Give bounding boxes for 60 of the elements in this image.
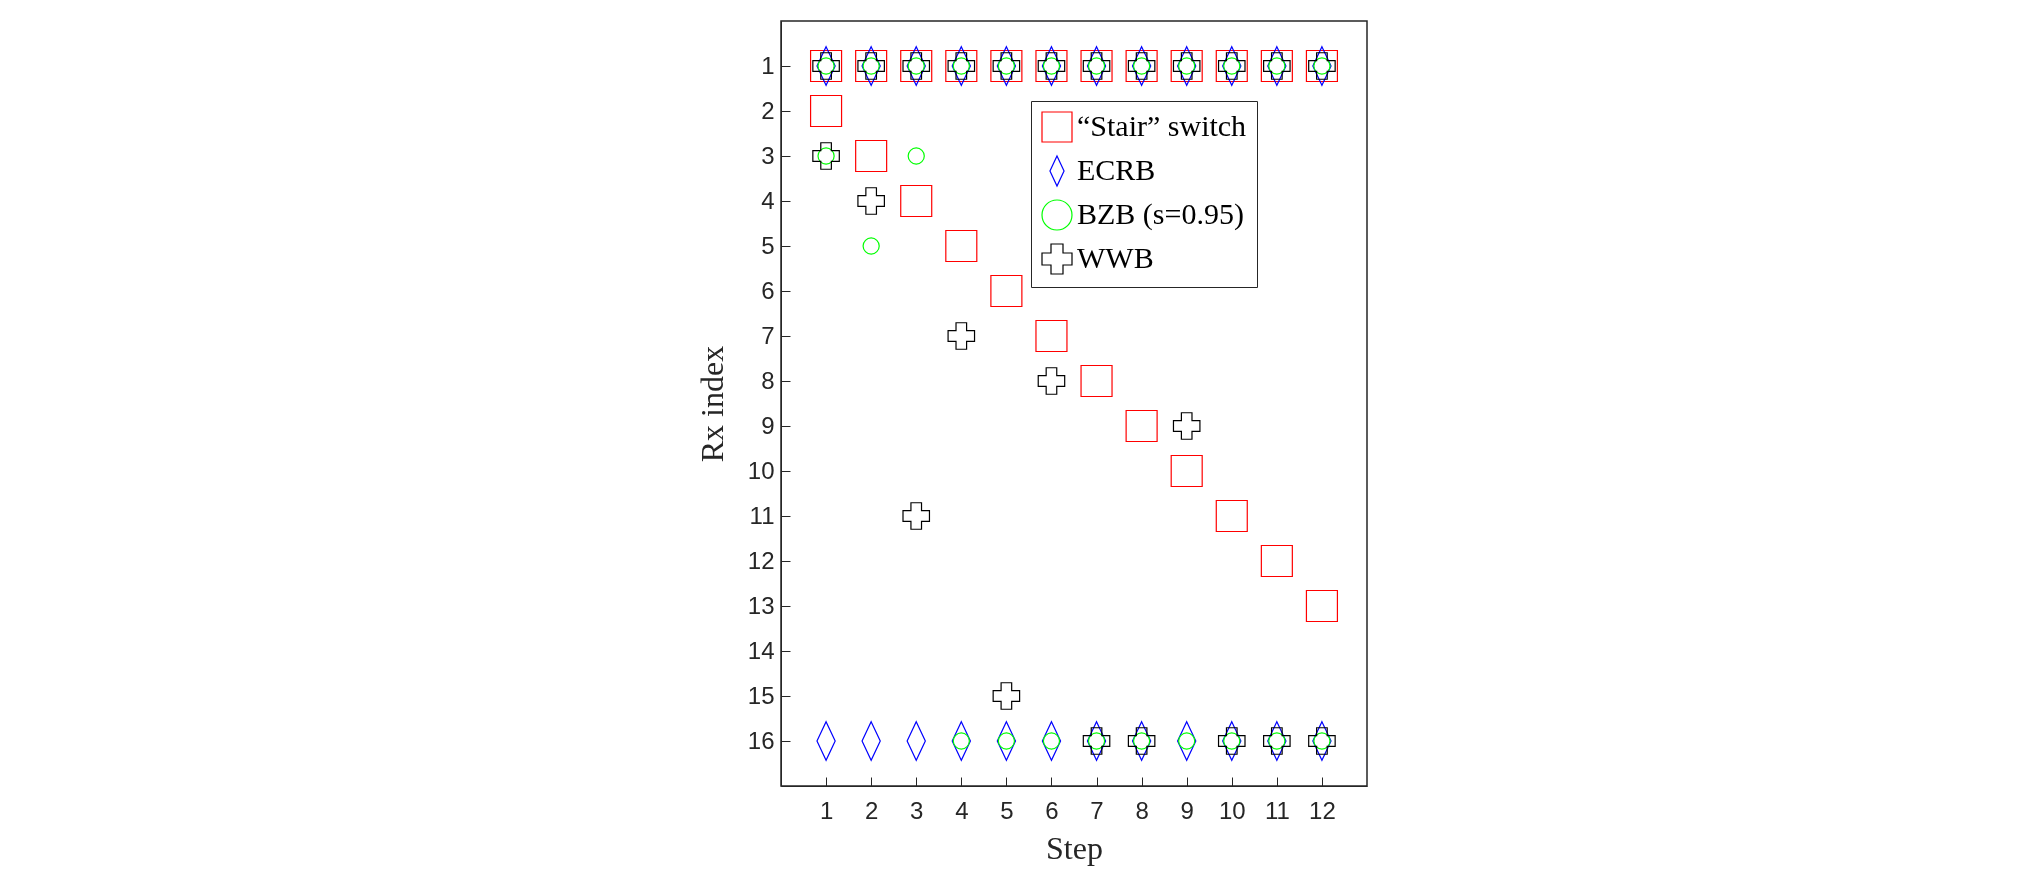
x-tick-label: 11 xyxy=(1264,796,1290,824)
point xyxy=(1217,727,1246,755)
x-tick-label: 3 xyxy=(910,796,924,824)
y-tick-label: 5 xyxy=(761,231,775,259)
legend-label: ECRB xyxy=(1077,153,1156,186)
point xyxy=(1127,727,1156,755)
x-tick-label: 8 xyxy=(1135,796,1149,824)
point xyxy=(857,187,885,215)
x-tick-label: 5 xyxy=(1000,796,1014,824)
point xyxy=(1080,364,1113,398)
point xyxy=(855,139,888,173)
point xyxy=(947,322,976,350)
point xyxy=(900,184,933,218)
x-tick-label: 6 xyxy=(1045,796,1059,824)
y-tick-label: 2 xyxy=(761,96,775,124)
y-tick-label: 12 xyxy=(747,546,775,574)
x-tick-label: 2 xyxy=(864,796,879,824)
y-tick-label: 9 xyxy=(761,411,775,439)
x-tick-label: 7 xyxy=(1090,796,1104,824)
y-axis-title: Rx index xyxy=(693,345,730,463)
x-axis-title: Step xyxy=(1046,829,1103,866)
y-tick-label: 14 xyxy=(747,636,775,664)
y-tick-label: 1 xyxy=(761,51,775,79)
y-tick-label: 16 xyxy=(747,726,775,754)
y-tick-label: 13 xyxy=(747,591,775,619)
point xyxy=(1215,499,1248,533)
point xyxy=(1035,319,1068,353)
y-tick-label: 6 xyxy=(761,276,775,304)
y-tick-label: 10 xyxy=(747,456,775,484)
legend-label: BZB (s=0.95) xyxy=(1077,197,1244,231)
y-tick-label: 8 xyxy=(761,366,775,394)
point xyxy=(945,229,978,263)
point xyxy=(1125,409,1158,443)
point xyxy=(1263,727,1291,755)
y-tick-label: 11 xyxy=(749,501,775,529)
y-tick-label: 7 xyxy=(761,321,775,349)
point xyxy=(902,502,931,530)
point xyxy=(1172,412,1201,440)
x-tick-label: 9 xyxy=(1180,796,1194,824)
y-tick-label: 4 xyxy=(761,186,775,214)
point xyxy=(1037,367,1066,395)
legend-label: WWB xyxy=(1077,241,1154,274)
y-tick-label: 15 xyxy=(747,681,775,709)
point xyxy=(809,94,843,128)
legend-label: “Stair” switch xyxy=(1077,109,1247,142)
point xyxy=(907,147,925,165)
point xyxy=(1308,727,1336,755)
point xyxy=(1170,454,1203,488)
point xyxy=(812,142,840,170)
point xyxy=(1082,727,1111,755)
x-tick-label: 10 xyxy=(1218,796,1246,824)
point xyxy=(1260,544,1293,578)
point xyxy=(990,274,1023,308)
x-tick-label: 1 xyxy=(819,796,834,824)
point xyxy=(862,237,880,255)
y-tick-label: 3 xyxy=(761,141,775,169)
x-tick-label: 4 xyxy=(955,796,969,824)
point xyxy=(992,682,1021,710)
x-tick-label: 12 xyxy=(1309,796,1336,824)
point xyxy=(1305,589,1339,623)
